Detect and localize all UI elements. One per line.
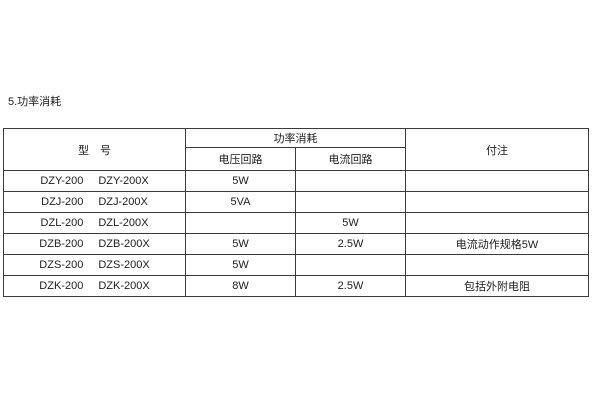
- note-value: 包括外附电阻: [405, 275, 589, 297]
- voltage-value: 5W: [185, 254, 296, 276]
- model-b: DZK-200X: [98, 280, 150, 292]
- note-value: [405, 212, 589, 234]
- table-row: DZB-200 DZB-200X 5W 2.5W 电流动作规格5W: [3, 233, 589, 255]
- model-cell: DZB-200 DZB-200X: [3, 233, 186, 255]
- model-a: DZL-200: [40, 217, 84, 229]
- model-cell: DZK-200 DZK-200X: [3, 275, 186, 297]
- current-value: 2.5W: [295, 233, 406, 255]
- header-notes: 付注: [405, 128, 589, 171]
- model-b: DZY-200X: [98, 175, 149, 187]
- note-value: [405, 170, 589, 192]
- model-cell: DZL-200 DZL-200X: [3, 212, 186, 234]
- voltage-value: 5W: [185, 233, 296, 255]
- note-value: [405, 254, 589, 276]
- power-consumption-table: 型 号 功率消耗 付注 电压回路 电流回路 DZY-200 DZY-200X 5…: [3, 128, 589, 297]
- table-row: DZK-200 DZK-200X 8W 2.5W 包括外附电阻: [3, 275, 589, 297]
- table-row: DZJ-200 DZJ-200X 5VA: [3, 191, 589, 213]
- current-value: [295, 191, 406, 213]
- voltage-value: [185, 212, 296, 234]
- model-cell: DZY-200 DZY-200X: [3, 170, 186, 192]
- header-model: 型 号: [3, 128, 186, 171]
- voltage-value: 8W: [185, 275, 296, 297]
- header-row-top: 型 号 功率消耗 付注: [3, 128, 589, 171]
- header-current-circuit: 电流回路: [295, 147, 406, 171]
- voltage-value: 5VA: [185, 191, 296, 213]
- model-b: DZS-200X: [98, 259, 150, 271]
- current-value: [295, 170, 406, 192]
- model-a: DZK-200: [39, 280, 84, 292]
- table-row: DZY-200 DZY-200X 5W: [3, 170, 589, 192]
- table-row: DZL-200 DZL-200X 5W: [3, 212, 589, 234]
- model-b: DZB-200X: [98, 238, 150, 250]
- model-a: DZJ-200: [41, 196, 84, 208]
- model-a: DZS-200: [39, 259, 84, 271]
- current-value: 2.5W: [295, 275, 406, 297]
- header-power-group: 功率消耗: [185, 128, 406, 148]
- page-title: 5.功率消耗: [8, 96, 62, 108]
- current-value: [295, 254, 406, 276]
- table-row: DZS-200 DZS-200X 5W: [3, 254, 589, 276]
- model-b: DZJ-200X: [98, 196, 148, 208]
- model-cell: DZJ-200 DZJ-200X: [3, 191, 186, 213]
- header-voltage-circuit: 电压回路: [185, 147, 296, 171]
- note-value: 电流动作规格5W: [405, 233, 589, 255]
- model-cell: DZS-200 DZS-200X: [3, 254, 186, 276]
- model-a: DZB-200: [39, 238, 84, 250]
- current-value: 5W: [295, 212, 406, 234]
- note-value: [405, 191, 589, 213]
- model-b: DZL-200X: [98, 217, 149, 229]
- model-a: DZY-200: [40, 175, 84, 187]
- voltage-value: 5W: [185, 170, 296, 192]
